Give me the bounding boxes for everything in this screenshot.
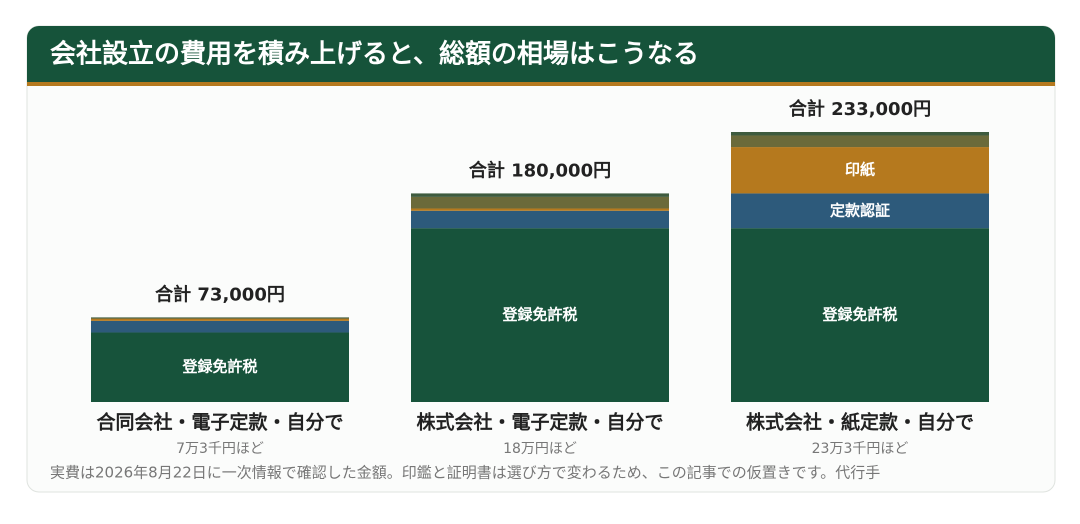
bar-segment — [731, 132, 989, 136]
bar-segment — [411, 210, 669, 229]
segment-label: 登録免許税 — [501, 306, 577, 324]
segment-label: 登録免許税 — [181, 358, 257, 376]
header — [27, 26, 1055, 82]
bar-segment — [411, 228, 669, 402]
total-label: 合計 233,000円 — [789, 98, 931, 120]
footnote: 実費は2026年8月22日に一次情報で確認した金額。印鑑と証明書は選び方で変わる… — [50, 464, 880, 482]
bar-segment — [91, 320, 349, 333]
x-tick-label: 合同会社・電子定款・自分で — [96, 411, 343, 434]
chart-title: 会社設立の費用を積み上げると、総額の相場はこうなる — [50, 39, 699, 70]
bar-segment — [731, 147, 989, 194]
total-label: 合計 73,000円 — [155, 283, 285, 305]
bar-segment — [91, 317, 349, 319]
bar-segment — [731, 193, 989, 229]
category-note: 23万3千円ほど — [812, 441, 909, 457]
card-content: 会社設立の費用を積み上げると、総額の相場はこうなる 実費は2026年8月22日に… — [27, 26, 1055, 482]
bar-segment — [411, 193, 669, 197]
bar-segment — [731, 135, 989, 148]
bar-segment — [91, 318, 349, 321]
segment-label: 定款認証 — [830, 201, 890, 219]
bar-segment — [91, 332, 349, 402]
x-tick-label: 株式会社・紙定款・自分で — [746, 411, 974, 434]
total-label: 合計 180,000円 — [469, 159, 611, 181]
bar-segment — [411, 208, 669, 211]
x-tick-label: 株式会社・電子定款・自分で — [416, 411, 663, 434]
bar-segment — [411, 196, 669, 209]
category-note: 7万3千円ほど — [176, 441, 264, 457]
segment-label: 登録免許税 — [821, 306, 897, 324]
category-note: 18万円ほど — [503, 441, 577, 457]
bar-segment — [731, 228, 989, 402]
header-rule — [27, 82, 1055, 86]
segment-label: 印紙 — [845, 161, 875, 179]
